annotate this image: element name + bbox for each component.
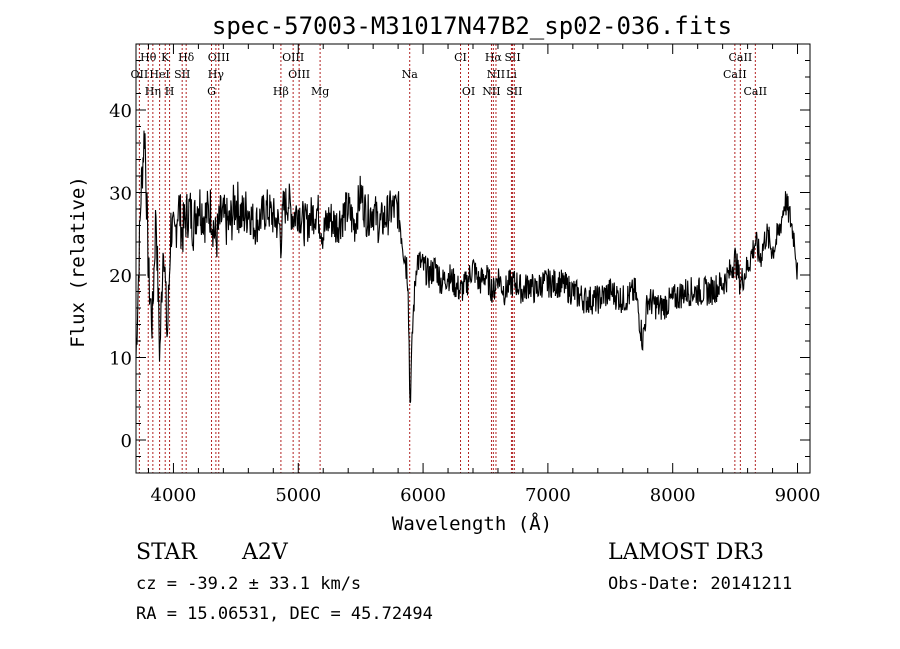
marker-label: Hη — [145, 85, 161, 98]
y-tick-label: 0 — [121, 431, 132, 452]
marker-label: Hβ — [273, 85, 289, 98]
marker-label: CaII — [723, 68, 747, 81]
x-tick-label: 5000 — [275, 485, 321, 506]
marker-label: Hα — [485, 51, 503, 64]
marker-label: H — [165, 85, 175, 98]
marker-label: OIII — [208, 51, 230, 64]
marker-label: NII — [482, 85, 500, 98]
marker-label: K — [161, 51, 170, 64]
survey-name: LAMOST DR3 — [608, 540, 764, 565]
x-tick-label: 8000 — [650, 485, 696, 506]
marker-label: Na — [402, 68, 419, 81]
marker-label: SII — [504, 51, 520, 64]
marker-label: SII — [174, 68, 190, 81]
marker-label: OIII — [282, 51, 304, 64]
marker-label: Hθ — [140, 51, 157, 64]
plot-frame — [135, 43, 811, 474]
x-tick-label: 6000 — [400, 485, 446, 506]
marker-label: G — [207, 85, 216, 98]
marker-label: NII — [487, 68, 505, 81]
y-tick-label: 40 — [109, 101, 132, 122]
y-axis-label: Flux (relative) — [67, 176, 89, 348]
marker-label: OII — [131, 68, 149, 81]
marker-label: SII — [506, 85, 522, 98]
marker-label: OIII — [288, 68, 310, 81]
spectrum-line — [135, 130, 799, 404]
marker-label: HeI — [149, 68, 169, 81]
y-tick-label: 10 — [109, 349, 132, 370]
marker-label: Mg — [311, 85, 329, 98]
y-axis: 0 10 20 30 40 — [109, 43, 810, 474]
redshift-cz: cz = -39.2 ± 33.1 km/s — [136, 574, 362, 594]
y-tick-label: 30 — [109, 184, 132, 205]
marker-label: CI — [454, 51, 467, 64]
subclass: A2V — [242, 540, 288, 565]
marker-label: Li — [506, 68, 517, 81]
marker-label: CaII — [729, 51, 753, 64]
coordinates: RA = 15.06531, DEC = 45.72494 — [136, 604, 433, 624]
y-tick-label: 20 — [109, 266, 132, 287]
x-tick-label: 9000 — [775, 485, 821, 506]
object-type: STAR — [136, 540, 197, 565]
marker-label: CaII — [743, 85, 767, 98]
chart-title: spec-57003-M31017N47B2_sp02-036.fits — [212, 12, 732, 40]
marker-label: OI — [462, 85, 475, 98]
marker-label: Hδ — [178, 51, 195, 64]
x-tick-label: 4000 — [151, 485, 197, 506]
x-axis-label: Wavelength (Å) — [392, 512, 552, 535]
x-axis: 4000 5000 6000 7000 8000 9000 — [147, 44, 821, 506]
marker-label: Hγ — [208, 68, 225, 81]
x-tick-label: 7000 — [525, 485, 571, 506]
obs-date: Obs-Date: 20141211 — [608, 574, 793, 594]
